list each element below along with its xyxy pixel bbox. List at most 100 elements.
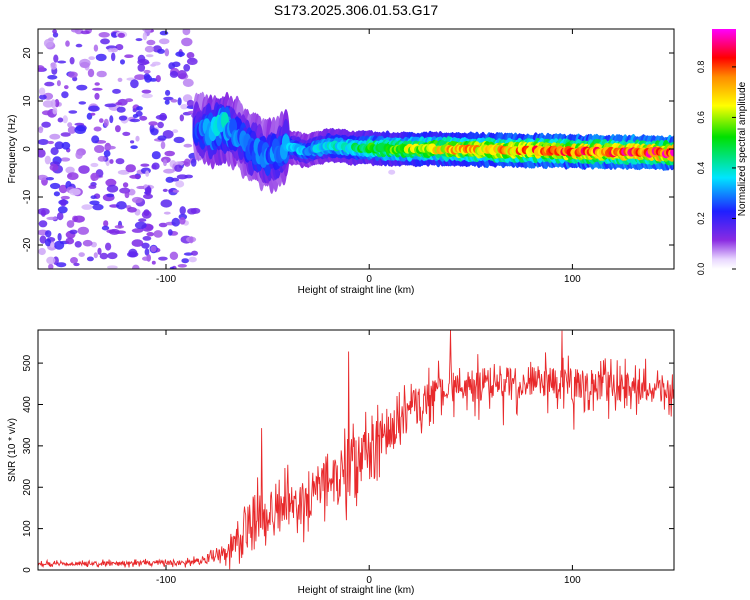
heatmap-noise-point [88, 184, 97, 189]
snr-y-axis-label: SNR (10 * v/v) [7, 418, 18, 482]
heatmap-noise-point [146, 39, 156, 46]
heatmap-noise-point [169, 266, 175, 269]
heatmap-noise-point [186, 99, 195, 107]
snr-y-tick-label: 100 [22, 520, 33, 537]
heatmap-noise-point [57, 206, 68, 214]
heatmap-noise-point [117, 169, 130, 175]
heatmap-noise-point [137, 58, 150, 66]
heatmap-noise-point [109, 159, 114, 164]
heatmap-noise-point [111, 52, 116, 62]
snr-series-line [38, 330, 674, 570]
heatmap-noise-point [76, 84, 88, 91]
heatmap-noise-point [61, 141, 71, 150]
heatmap-x-tick-label: -100 [156, 274, 176, 285]
heatmap-noise-point [86, 256, 94, 262]
heatmap-noise-point [190, 158, 197, 167]
colorbar: 0.0 0.2 0.4 0.6 0.8 Normalized spectral ampl… [696, 29, 748, 275]
heatmap-noise-point [186, 52, 195, 59]
heatmap-noise-point [67, 126, 76, 134]
heatmap-noise-layer [38, 29, 637, 269]
heatmap-noise-point [116, 106, 126, 113]
colorbar-tick-label: 0.0 [696, 263, 706, 276]
colorbar-tick-label: 0.8 [696, 61, 706, 74]
heatmap-noise-point [103, 220, 109, 227]
snr-panel: -100 0 100 0 100 200 300 400 500 Height of stra… [7, 329, 675, 596]
heatmap-noise-point [134, 221, 147, 230]
heatmap-y-tick-label: 20 [22, 47, 33, 59]
colorbar-gradient [712, 29, 736, 269]
heatmap-noise-point [125, 164, 136, 173]
heatmap-noise-point [44, 155, 51, 165]
heatmap-noise-point [179, 114, 184, 122]
heatmap-noise-point [65, 40, 70, 47]
heatmap-noise-point [183, 158, 191, 167]
heatmap-noise-point [131, 228, 144, 233]
heatmap-noise-point [90, 195, 97, 200]
heatmap-noise-point [138, 218, 147, 222]
heatmap-x-tick-label: 0 [366, 274, 372, 285]
heatmap-noise-point [61, 91, 69, 99]
heatmap-noise-point [52, 32, 59, 38]
heatmap-noise-point [163, 211, 171, 215]
heatmap-noise-point [92, 87, 103, 91]
heatmap-noise-point [140, 163, 150, 167]
heatmap-noise-point [188, 256, 197, 263]
heatmap-noise-point [67, 71, 78, 78]
heatmap-noise-point [38, 126, 44, 134]
heatmap-noise-point [150, 128, 159, 136]
heatmap-y-axis-label: Frequency (Hz) [7, 115, 18, 184]
snr-line-layer [38, 330, 674, 570]
heatmap-noise-point [38, 220, 48, 228]
heatmap-noise-point [160, 199, 173, 208]
heatmap-noise-point [39, 94, 47, 100]
heatmap-noise-point [163, 168, 175, 174]
heatmap-noise-point [164, 48, 170, 57]
heatmap-noise-point [78, 101, 87, 105]
colorbar-tick-label: 0.6 [696, 111, 706, 124]
heatmap-noise-point [130, 140, 135, 144]
heatmap-noise-point [183, 252, 194, 256]
heatmap-noise-point [42, 100, 54, 108]
heatmap-noise-point [132, 108, 137, 113]
heatmap-noise-point [75, 43, 83, 48]
heatmap-noise-point [60, 157, 71, 162]
heatmap-noise-point [49, 133, 61, 140]
snr-y-tick-label: 300 [22, 437, 33, 454]
heatmap-noise-point [165, 176, 175, 183]
heatmap-noise-point [52, 29, 57, 34]
heatmap-noise-point [153, 230, 163, 238]
heatmap-noise-point [54, 240, 65, 250]
heatmap-noise-point [151, 260, 156, 265]
heatmap-ridge-mark [670, 148, 674, 157]
heatmap-noise-point [142, 256, 150, 261]
heatmap-noise-point [163, 159, 167, 167]
heatmap-noise-point [137, 63, 146, 72]
heatmap-noise-point [130, 145, 138, 150]
heatmap-noise-point [177, 70, 187, 79]
heatmap-noise-point [149, 78, 158, 82]
heatmap-noise-point [45, 230, 52, 238]
heatmap-noise-point [172, 129, 179, 134]
heatmap-y-tick-label: -20 [22, 237, 33, 252]
heatmap-noise-point [94, 92, 100, 100]
heatmap-noise-point [74, 241, 82, 248]
heatmap-noise-point [131, 239, 144, 247]
heatmap-noise-point [141, 210, 152, 219]
heatmap-noise-point [38, 174, 48, 181]
heatmap-noise-point [66, 220, 75, 228]
heatmap-noise-point [141, 89, 152, 94]
heatmap-noise-point [94, 82, 100, 86]
heatmap-noise-point [97, 155, 107, 162]
heatmap-noise-point [173, 136, 185, 144]
heatmap-noise-point [53, 191, 61, 197]
heatmap-noise-point [175, 180, 185, 188]
heatmap-noise-point [53, 54, 59, 63]
heatmap-noise-point [146, 232, 155, 237]
heatmap-noise-point [56, 212, 64, 221]
snr-y-axis: 0 100 200 300 400 500 [22, 354, 674, 573]
heatmap-noise-point [56, 80, 61, 87]
heatmap-noise-point [151, 151, 161, 160]
heatmap-noise-point [143, 69, 151, 74]
heatmap-noise-point [124, 98, 134, 103]
snr-frame [37, 329, 675, 571]
